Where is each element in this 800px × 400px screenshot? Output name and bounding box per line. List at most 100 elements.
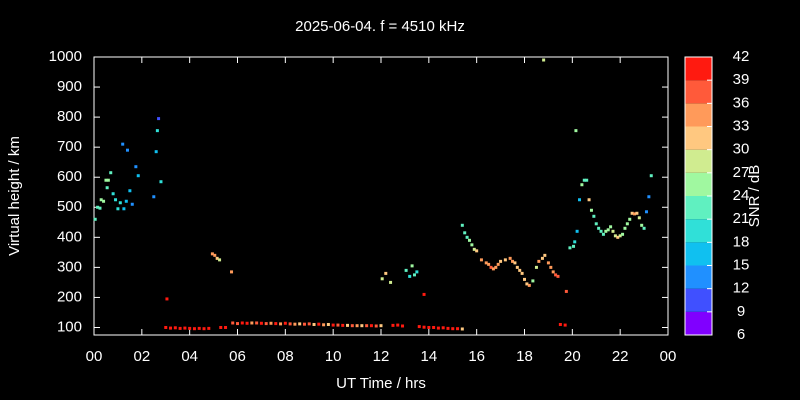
x-tick-label: 00 <box>660 348 677 365</box>
point <box>210 252 214 256</box>
y-tick-label: 700 <box>57 138 82 155</box>
point <box>341 323 345 327</box>
point <box>589 208 593 212</box>
point <box>587 198 591 202</box>
point <box>475 249 479 253</box>
point <box>93 217 97 221</box>
point <box>558 322 562 326</box>
point <box>231 321 235 325</box>
point <box>499 259 503 263</box>
x-tick-label: 00 <box>86 348 103 365</box>
point <box>630 211 634 215</box>
x-tick-label: 04 <box>181 348 198 365</box>
point <box>350 324 354 328</box>
point <box>460 223 464 227</box>
point <box>422 325 426 329</box>
chart-title: 2025-06-04. f = 4510 kHz <box>295 18 465 35</box>
point <box>331 323 335 327</box>
point <box>326 322 330 326</box>
point <box>269 321 273 325</box>
point <box>543 253 547 257</box>
point <box>494 265 498 269</box>
colorbar-band <box>685 149 712 173</box>
x-tick-label: 14 <box>420 348 437 365</box>
x-tick-label: 16 <box>468 348 485 365</box>
point <box>155 129 159 133</box>
point <box>574 129 578 133</box>
point <box>118 201 122 205</box>
point <box>540 256 544 260</box>
point <box>283 321 287 325</box>
y-tick-label: 300 <box>57 258 82 275</box>
point <box>412 273 416 277</box>
point <box>649 174 653 178</box>
point <box>188 326 192 330</box>
point <box>192 327 196 331</box>
point <box>183 326 187 330</box>
point <box>573 240 577 244</box>
point <box>384 271 388 275</box>
point <box>154 150 158 154</box>
point <box>274 322 278 326</box>
point <box>298 322 302 326</box>
point <box>415 270 419 274</box>
point <box>487 262 491 266</box>
colorbar-tick-label: 6 <box>737 326 745 343</box>
point <box>554 273 558 277</box>
point <box>633 212 637 216</box>
point <box>470 243 474 247</box>
point <box>114 198 118 202</box>
colorbar-tick-label: 9 <box>737 303 745 320</box>
x-axis-label: UT Time / hrs <box>336 375 426 392</box>
point <box>613 234 617 238</box>
point <box>580 183 584 187</box>
point <box>169 326 173 330</box>
point <box>518 268 522 272</box>
point <box>111 192 115 196</box>
point <box>365 324 369 328</box>
point <box>224 325 228 329</box>
point <box>401 324 405 328</box>
point <box>472 247 476 251</box>
point <box>621 232 625 236</box>
point <box>213 253 217 257</box>
point <box>467 238 471 242</box>
point <box>623 226 627 230</box>
point <box>601 232 605 236</box>
point <box>520 271 524 275</box>
point <box>105 186 109 190</box>
y-tick-label: 600 <box>57 168 82 185</box>
point <box>116 207 120 211</box>
point <box>465 235 469 239</box>
point <box>102 199 106 203</box>
point <box>568 246 572 250</box>
point <box>523 277 526 281</box>
point <box>515 265 519 269</box>
point <box>410 264 414 268</box>
point <box>121 142 125 146</box>
point <box>230 270 234 274</box>
point <box>534 265 538 269</box>
colorbar-band <box>685 126 712 150</box>
colorbar-band <box>685 103 712 127</box>
point <box>317 322 321 326</box>
point <box>202 327 206 331</box>
point <box>513 261 517 265</box>
point <box>436 326 440 330</box>
colorbar-band <box>685 57 712 81</box>
point <box>218 258 222 262</box>
y-tick-label: 400 <box>57 228 82 245</box>
colorbar-tick-label: 24 <box>733 187 750 204</box>
point <box>197 326 201 330</box>
point <box>551 270 555 274</box>
point <box>408 274 412 278</box>
point <box>122 207 126 211</box>
point <box>96 205 100 209</box>
point <box>628 217 632 221</box>
point <box>240 321 244 325</box>
point <box>152 195 156 199</box>
point <box>128 189 132 193</box>
point <box>380 277 384 281</box>
point <box>130 202 134 206</box>
